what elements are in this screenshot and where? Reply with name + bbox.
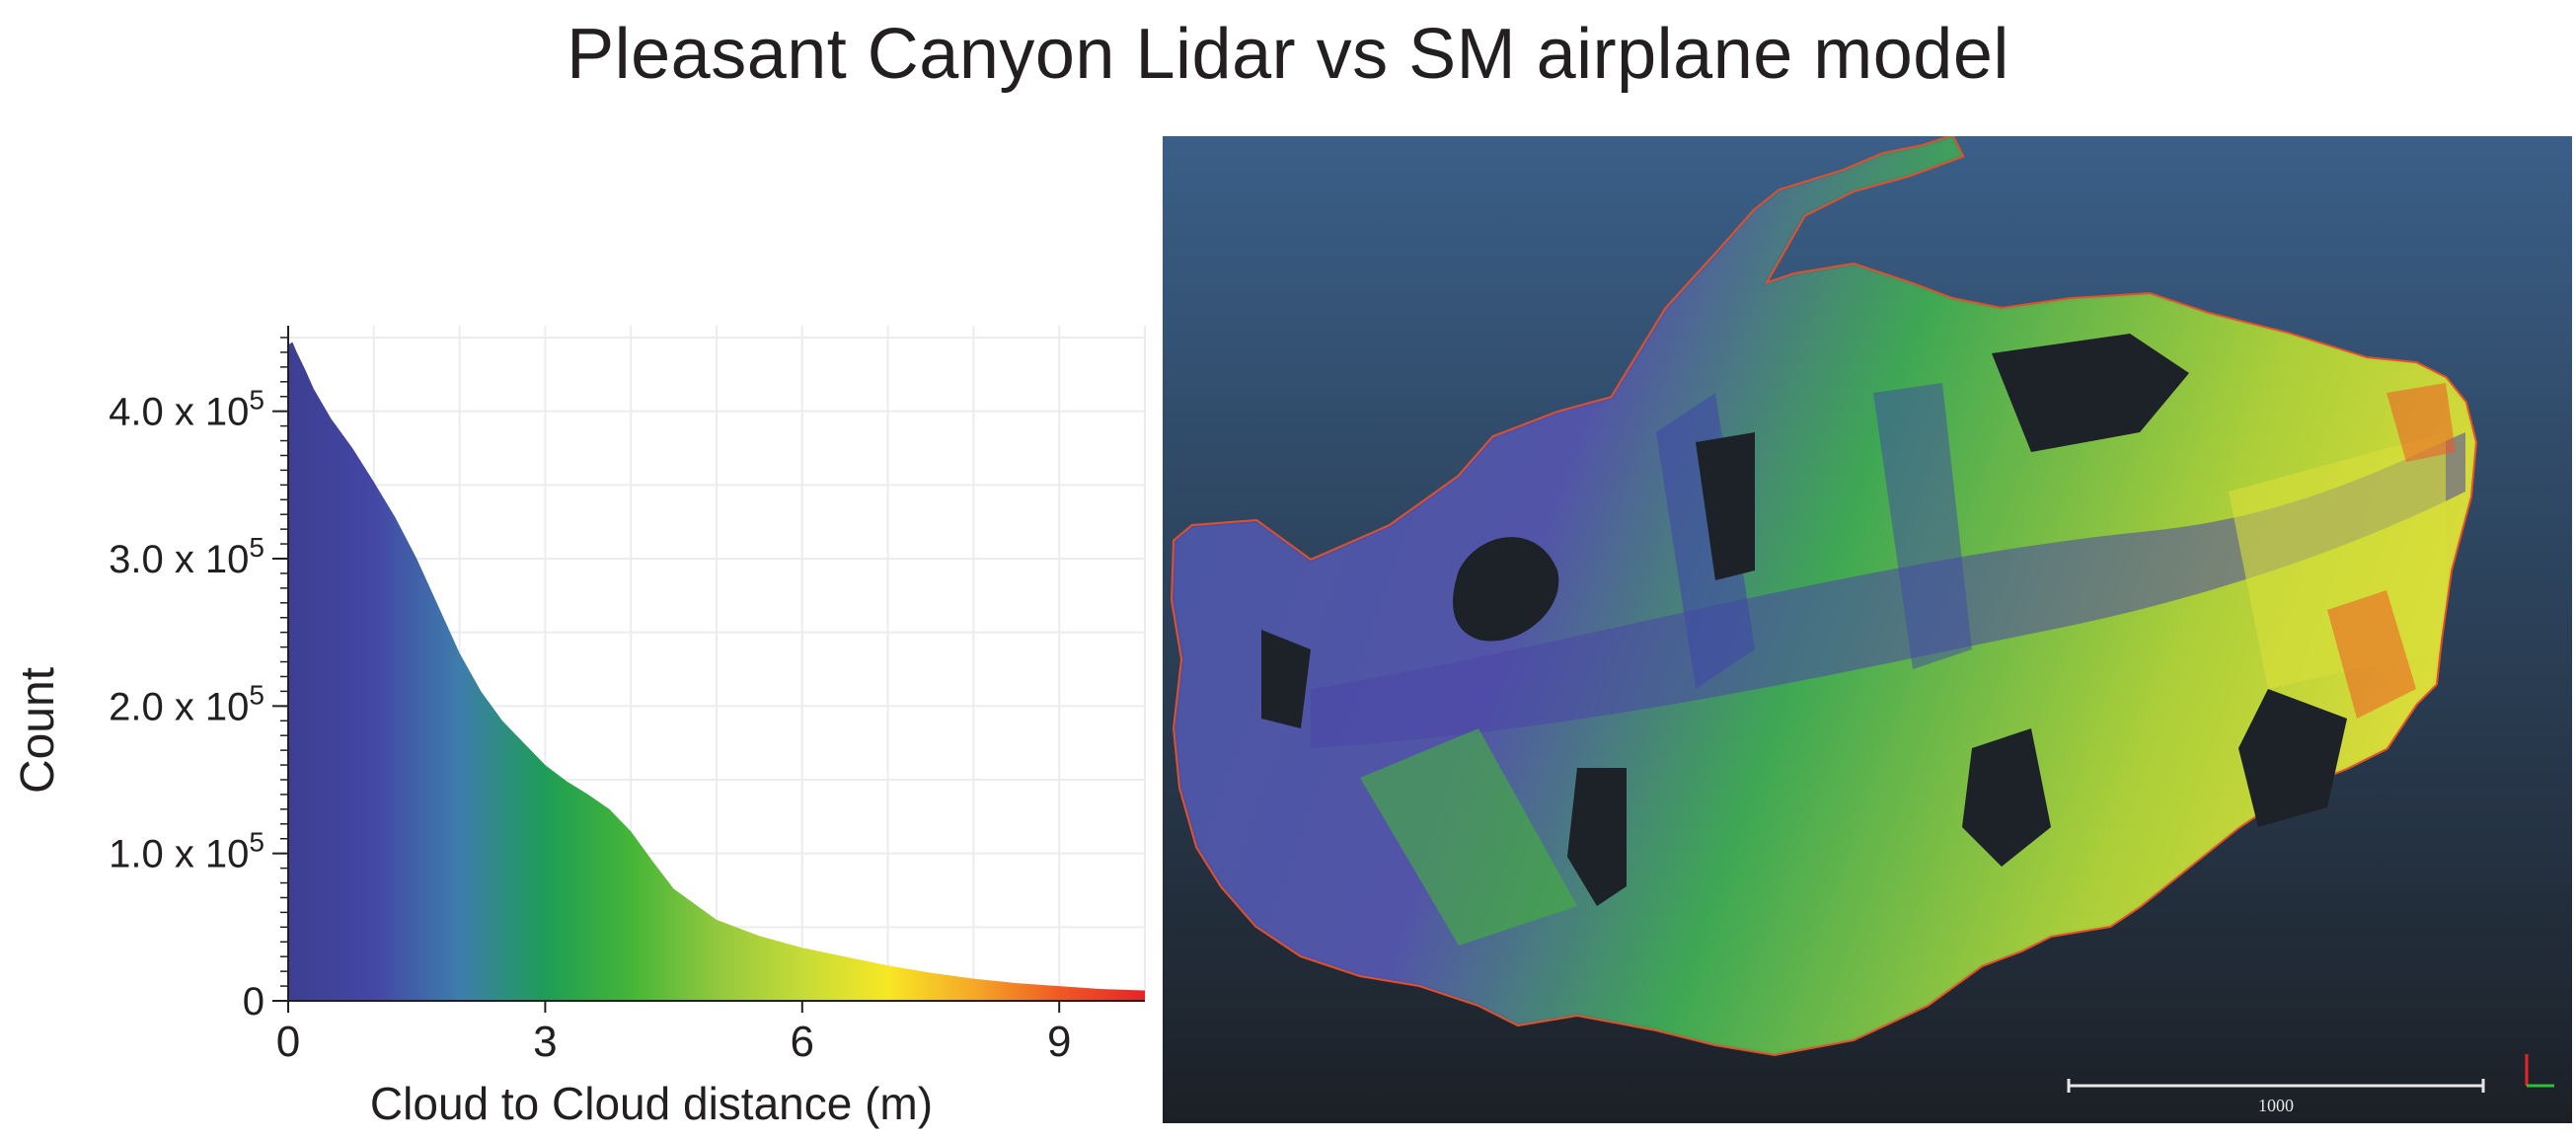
x-tick-label: 6 <box>791 1018 814 1066</box>
terrain-void <box>1261 630 1311 728</box>
y-tick-label: 0 <box>243 980 265 1024</box>
terrain-void <box>1962 728 2051 867</box>
scale-bar-label: 1000 <box>2258 1096 2294 1115</box>
y-tick-label: 4.0 x 105 <box>109 385 265 434</box>
terrain-void <box>1696 432 1755 580</box>
x-tick-label: 9 <box>1047 1018 1071 1066</box>
terrain-void <box>1453 537 1559 642</box>
x-axis-label: Cloud to Cloud distance (m) <box>370 1078 933 1129</box>
y-ticks: 0 1.0 x 105 2.0 x 105 3.0 x 105 4.0 x 105 <box>109 385 288 1024</box>
x-tick-label: 3 <box>533 1018 557 1066</box>
y-tick-label: 2.0 x 105 <box>109 679 265 728</box>
scale-bar: 1000 <box>2067 1079 2485 1115</box>
y-tick-label: 3.0 x 105 <box>109 532 265 581</box>
terrain-ridge-bands <box>1311 432 2465 748</box>
y-minor-ticks <box>280 337 288 1002</box>
terrain-void <box>2238 689 2347 827</box>
figure-title: Pleasant Canyon Lidar vs SM airplane mod… <box>567 15 2009 94</box>
grid-lines <box>287 326 1146 1001</box>
x-ticks: 0 3 6 9 <box>276 1001 1071 1066</box>
histogram-area <box>288 342 1145 1001</box>
y-axis-label: Count <box>12 667 64 794</box>
distance-histogram: 0 3 6 9 0 1.0 x 105 2.0 x 105 3.0 x 105 4.0 x 1… <box>12 326 1146 1129</box>
terrain-void <box>1992 334 2189 452</box>
y-tick-label: 1.0 x 105 <box>109 827 265 876</box>
lidar-difference-map: 1000 <box>1163 136 2572 1123</box>
terrain-void <box>1567 768 1627 906</box>
x-tick-label: 0 <box>276 1018 300 1066</box>
axis-indicator <box>2525 1054 2554 1088</box>
